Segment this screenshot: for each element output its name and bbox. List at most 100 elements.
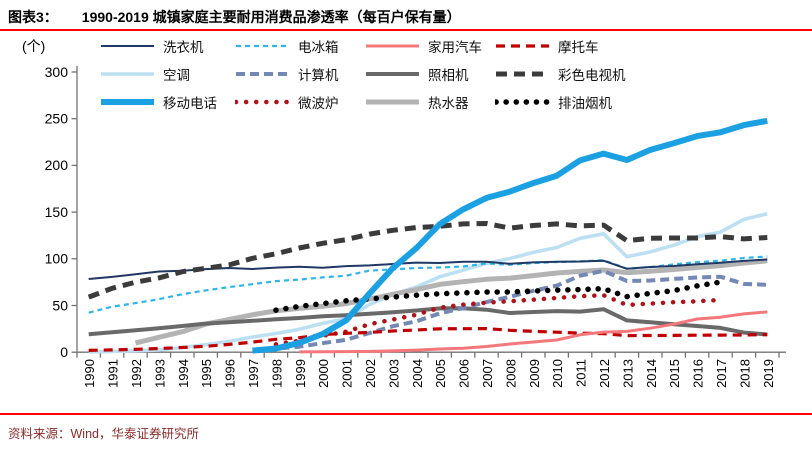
legend-swatch-color_tv <box>496 71 549 77</box>
x-tick-label-1993: 1993 <box>152 359 167 388</box>
x-tick-label-2009: 2009 <box>527 359 542 388</box>
svg-text:2018: 2018 <box>737 359 752 388</box>
legend-label-washing_machine: 洗衣机 <box>163 40 204 55</box>
y-tick-label-0: 0 <box>60 344 68 360</box>
x-tick-label-2007: 2007 <box>480 359 495 388</box>
x-tick-label-2005: 2005 <box>433 359 448 388</box>
x-tick-label-2013: 2013 <box>620 359 635 388</box>
legend-item-car: 家用汽车 <box>365 39 482 55</box>
axes: 0 50 100 150 200 250 300 1990 1991 1992 1993 1994 19… <box>45 64 786 388</box>
x-tick-label-2016: 2016 <box>691 359 706 388</box>
legend-swatch-water_heater <box>366 99 419 105</box>
x-tick-label-1991: 1991 <box>106 359 121 388</box>
svg-text:1990: 1990 <box>82 359 97 388</box>
x-tick-label-2008: 2008 <box>503 359 518 388</box>
svg-text:2003: 2003 <box>386 359 401 388</box>
svg-text:2000: 2000 <box>316 359 331 388</box>
svg-text:1997: 1997 <box>246 359 261 388</box>
x-tick-label-1997: 1997 <box>246 359 261 388</box>
svg-text:1998: 1998 <box>269 359 284 388</box>
svg-text:2002: 2002 <box>363 359 378 388</box>
legend-label-microwave: 微波炉 <box>298 96 339 111</box>
x-tick-label-1992: 1992 <box>129 359 144 388</box>
svg-text:2009: 2009 <box>527 359 542 388</box>
figure-label: 图表3： <box>8 9 58 25</box>
legend-label-color_tv: 彩色电视机 <box>558 68 626 83</box>
legend-swatch-microwave <box>235 99 290 105</box>
x-tick-label-1996: 1996 <box>223 359 238 388</box>
x-tick-label-2001: 2001 <box>340 359 355 388</box>
svg-text:2011: 2011 <box>574 359 589 387</box>
svg-text:1991: 1991 <box>106 359 121 388</box>
series-line-camera <box>88 306 768 337</box>
legend-label-mobile_phone: 移动电话 <box>163 96 217 111</box>
legend-item-computer: 计算机 <box>235 67 339 83</box>
legend-item-microwave: 微波炉 <box>235 95 339 111</box>
x-tick-label-2011: 2011 <box>574 359 589 387</box>
legend-item-washing_machine: 洗衣机 <box>100 39 204 55</box>
legend-item-color_tv: 彩色电视机 <box>495 67 626 83</box>
legend-swatch-computer <box>236 72 289 76</box>
svg-text:1995: 1995 <box>199 359 214 388</box>
legend-label-car: 家用汽车 <box>428 40 482 55</box>
legend-label-camera: 照相机 <box>428 68 469 83</box>
legend-label-refrigerator: 电冰箱 <box>298 40 339 55</box>
legend-swatch-camera <box>366 72 419 76</box>
legend-item-motorcycle: 摩托车 <box>495 39 599 55</box>
legend-swatch-refrigerator <box>236 44 289 48</box>
svg-text:2008: 2008 <box>503 359 518 388</box>
svg-text:2017: 2017 <box>714 359 729 388</box>
x-tick-label-2019: 2019 <box>761 359 776 388</box>
legend-item-range_hood: 排油烟机 <box>495 95 612 111</box>
svg-text:1994: 1994 <box>176 359 191 388</box>
svg-text:2004: 2004 <box>410 359 425 388</box>
y-tick-label-250: 250 <box>45 111 69 127</box>
legend-label-motorcycle: 摩托车 <box>558 40 599 55</box>
series-lines <box>87 117 768 354</box>
y-axis-unit-label: (个) <box>22 38 46 54</box>
legend-item-mobile_phone: 移动电话 <box>100 95 217 111</box>
legend-swatch-range_hood <box>495 99 550 105</box>
legend-label-air_conditioner: 空调 <box>163 68 190 83</box>
svg-text:2006: 2006 <box>457 359 472 388</box>
legend-item-air_conditioner: 空调 <box>100 67 190 83</box>
svg-text:1999: 1999 <box>293 359 308 388</box>
series-line-range_hood <box>273 279 724 313</box>
source-note: 资料来源：Wind，华泰证券研究所 <box>8 427 199 441</box>
x-tick-label-2018: 2018 <box>737 359 752 388</box>
svg-text:2014: 2014 <box>644 359 659 388</box>
svg-text:1992: 1992 <box>129 359 144 388</box>
title-underline <box>0 29 812 31</box>
legend-label-computer: 计算机 <box>298 68 339 83</box>
x-tick-label-1999: 1999 <box>293 359 308 388</box>
series-line-mobile_phone <box>252 117 768 354</box>
svg-text:2019: 2019 <box>761 359 776 388</box>
x-tick-label-2002: 2002 <box>363 359 378 388</box>
series-line-water_heater <box>134 258 768 346</box>
svg-text:2016: 2016 <box>691 359 706 388</box>
x-tick-label-2006: 2006 <box>457 359 472 388</box>
svg-text:2015: 2015 <box>667 359 682 388</box>
figure-title: 1990-2019 城镇家庭主要耐用消费品渗透率（每百户保有量） <box>81 9 461 25</box>
svg-text:2005: 2005 <box>433 359 448 388</box>
svg-text:1996: 1996 <box>223 359 238 388</box>
y-tick-label-150: 150 <box>45 204 69 220</box>
x-tick-label-1998: 1998 <box>269 359 284 388</box>
legend-label-range_hood: 排油烟机 <box>558 96 612 111</box>
legend-label-water_heater: 热水器 <box>428 96 469 111</box>
x-tick-label-2017: 2017 <box>714 359 729 388</box>
legend-swatch-car <box>366 44 419 48</box>
svg-text:2007: 2007 <box>480 359 495 388</box>
legend-item-refrigerator: 电冰箱 <box>235 39 339 55</box>
y-tick-label-100: 100 <box>45 251 69 267</box>
x-tick-label-2012: 2012 <box>597 359 612 388</box>
x-tick-label-2015: 2015 <box>667 359 682 388</box>
x-tick-label-2003: 2003 <box>386 359 401 388</box>
x-tick-label-2004: 2004 <box>410 359 425 388</box>
svg-text:2013: 2013 <box>620 359 635 388</box>
x-tick-label-1990: 1990 <box>82 359 97 388</box>
y-tick-label-200: 200 <box>45 157 69 173</box>
legend-swatch-motorcycle <box>496 44 549 48</box>
series-line-computer <box>252 268 768 352</box>
